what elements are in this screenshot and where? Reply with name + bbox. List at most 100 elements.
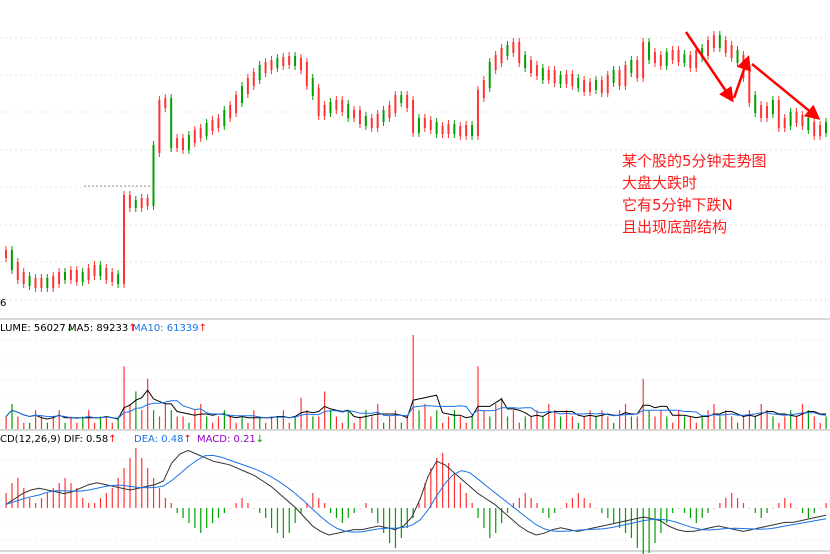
volume-bar	[571, 416, 574, 429]
trend-arrows	[684, 31, 821, 120]
macd-histogram-bar	[654, 508, 656, 543]
price-panel	[5, 31, 827, 292]
annotation-line-1: 某个股的5分钟走势图	[622, 152, 767, 170]
volume-bar	[164, 403, 166, 429]
volume-bar	[654, 416, 656, 429]
macd-histogram-bar	[365, 503, 367, 508]
macd-histogram-bar	[152, 478, 155, 508]
macd-histogram-bar	[200, 508, 202, 533]
macd-histogram-bar	[276, 508, 279, 533]
volume-bar	[347, 410, 349, 429]
candle-body	[146, 198, 149, 206]
macd-dea-line	[5, 454, 827, 533]
candle-body	[754, 95, 757, 113]
macd-histogram-bar	[636, 508, 638, 548]
volume-bar	[52, 416, 54, 429]
macd-histogram-bar	[595, 508, 597, 509]
macd-histogram-bar	[412, 508, 414, 518]
macd-histogram-bar	[324, 503, 326, 508]
candle-body	[701, 48, 704, 58]
candle-body	[28, 276, 31, 286]
candle-body	[512, 42, 515, 53]
macd-histogram-bar	[46, 493, 48, 508]
macd-histogram-bar	[648, 508, 650, 553]
candle-body	[264, 62, 267, 73]
candle-body	[400, 95, 403, 103]
macd-histogram-bar	[359, 508, 361, 509]
volume-bar	[666, 416, 668, 429]
candle-body	[282, 57, 285, 66]
candle-body	[52, 276, 55, 288]
volume-bar	[471, 416, 473, 429]
legend-trend-arrow: ↑	[108, 434, 116, 445]
candle-body	[229, 105, 232, 118]
candle-body	[10, 250, 13, 270]
candle-body	[164, 98, 167, 108]
macd-histogram-bar	[542, 508, 544, 513]
volume-bar	[501, 397, 503, 429]
candle-body	[783, 118, 786, 128]
volume-bar	[577, 422, 579, 429]
volume-bar	[554, 410, 556, 429]
candle-body	[506, 45, 509, 56]
candle-body	[358, 110, 361, 124]
volume-bar	[76, 422, 78, 429]
volume-bar	[158, 416, 161, 429]
annotation-line-3: 它有5分钟下跌N	[622, 196, 733, 214]
macd-histogram-bar	[672, 508, 674, 513]
macd-histogram-bar	[300, 508, 302, 513]
legend-trend-arrow: ↑	[128, 323, 136, 334]
volume-bar	[506, 416, 509, 429]
volume-bar	[70, 416, 72, 429]
candle-body	[441, 126, 444, 134]
macd-histogram-bar	[613, 508, 615, 523]
volume-bar	[465, 422, 467, 429]
macd-histogram-bar	[642, 508, 644, 554]
candle-body	[69, 270, 72, 280]
annotation-line-4: 且出现底部结构	[622, 218, 728, 236]
macd-histogram-bar	[695, 508, 697, 523]
candle-body	[825, 122, 827, 133]
macd-histogram-bar	[560, 508, 562, 509]
macd-histogram-bar	[5, 493, 7, 508]
candle-body	[583, 80, 586, 92]
candle-body	[748, 70, 751, 103]
macd-histogram-bar	[70, 483, 72, 508]
legend-item: MACD: 0.21↓	[197, 434, 264, 445]
macd-histogram-bar	[270, 508, 273, 528]
candle-body	[187, 135, 190, 150]
down-arrow-2	[751, 63, 821, 120]
candle-body	[471, 125, 474, 136]
candle-body	[258, 65, 261, 80]
volume-bar	[760, 403, 762, 429]
macd-histogram-bar	[760, 508, 762, 518]
candle-body	[624, 65, 627, 86]
candle-body	[40, 278, 43, 288]
macd-histogram-bar	[135, 448, 137, 508]
macd-histogram-bar	[247, 503, 249, 508]
volume-bar	[624, 403, 627, 429]
candle-body	[34, 278, 37, 288]
candle-body	[235, 95, 238, 113]
volume-bar	[182, 416, 184, 429]
volume-bar	[607, 416, 609, 429]
candle-body	[288, 56, 291, 65]
candle-body	[170, 98, 173, 148]
candle-body	[653, 52, 656, 63]
volume-bar	[801, 403, 804, 429]
candle-body	[176, 138, 179, 148]
candle-body	[671, 50, 674, 60]
macd-histogram-bar	[666, 508, 668, 523]
candle-body	[370, 118, 373, 128]
volume-bar	[312, 416, 314, 429]
volume-bar	[442, 422, 444, 429]
macd-histogram-bar	[571, 498, 574, 508]
macd-histogram-bar	[819, 508, 821, 509]
volume-bar	[453, 410, 456, 429]
macd-panel	[5, 448, 827, 554]
candle-body	[276, 58, 279, 68]
candle-body	[382, 110, 385, 122]
grid-lines	[0, 37, 830, 552]
macd-histogram-bar	[501, 508, 503, 523]
macd-histogram-bar	[52, 488, 54, 508]
